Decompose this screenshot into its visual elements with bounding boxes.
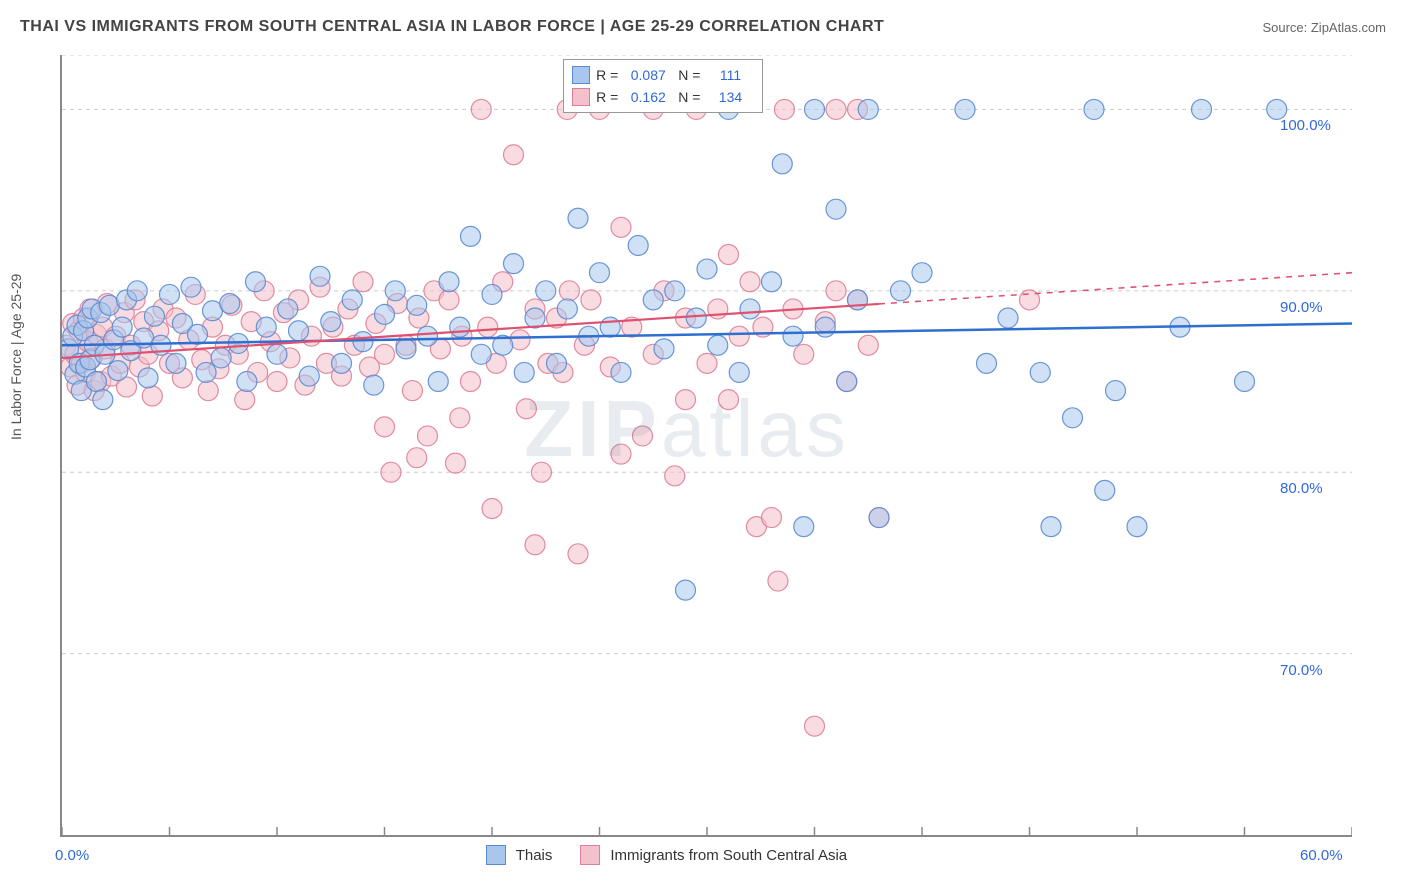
y-tick-label: 80.0% — [1280, 480, 1323, 497]
legend-series-label: Immigrants from South Central Asia — [610, 847, 847, 864]
y-tick-label: 100.0% — [1280, 117, 1331, 134]
legend-swatch — [580, 845, 600, 865]
legend-swatch — [572, 66, 590, 84]
correlation-legend: R = 0.087 N = 111 R = 0.162 N = 134 — [563, 59, 763, 113]
legend-row: R = 0.087 N = 111 — [572, 64, 754, 86]
x-tick-label: 0.0% — [55, 847, 89, 864]
x-tick-label: 60.0% — [1300, 847, 1343, 864]
legend-row: R = 0.162 N = 134 — [572, 86, 754, 108]
source-label: Source: ZipAtlas.com — [1262, 20, 1386, 35]
legend-series-label: Thais — [516, 847, 553, 864]
legend-r-value: 0.162 — [624, 89, 672, 105]
legend-n-label: N = — [678, 67, 700, 83]
legend-r-value: 0.087 — [624, 67, 672, 83]
y-tick-label: 70.0% — [1280, 662, 1323, 679]
y-axis-label: In Labor Force | Age 25-29 — [8, 274, 24, 440]
legend-r-label: R = — [596, 67, 618, 83]
chart-title: THAI VS IMMIGRANTS FROM SOUTH CENTRAL AS… — [20, 18, 884, 36]
scatter-plot — [60, 55, 1352, 837]
legend-r-label: R = — [596, 89, 618, 105]
legend-n-value: 111 — [706, 67, 754, 83]
legend-n-value: 134 — [706, 89, 754, 105]
series-legend: Thais Immigrants from South Central Asia — [486, 845, 865, 865]
legend-swatch — [486, 845, 506, 865]
legend-n-label: N = — [678, 89, 700, 105]
y-tick-label: 90.0% — [1280, 299, 1323, 316]
legend-swatch — [572, 88, 590, 106]
